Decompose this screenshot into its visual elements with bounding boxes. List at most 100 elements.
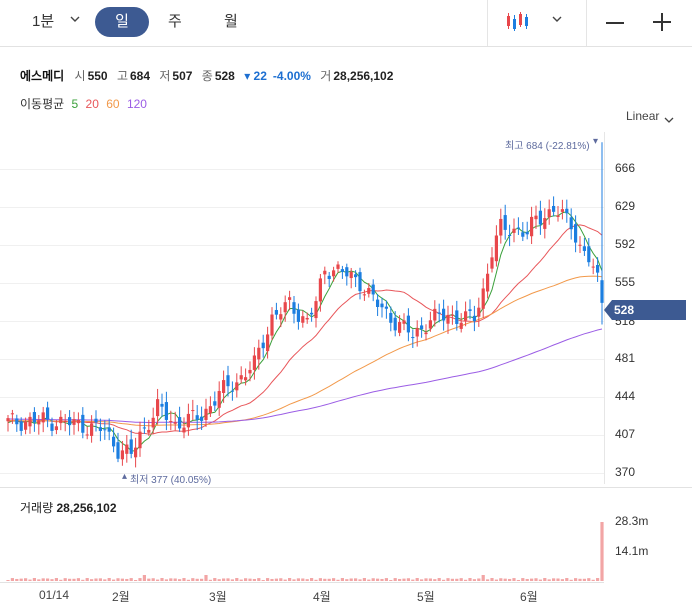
volume-bar	[354, 578, 358, 581]
volume-bar	[420, 579, 424, 581]
volume-bar	[380, 578, 384, 581]
price-tick: 370	[615, 465, 636, 479]
candle-body	[261, 342, 265, 349]
grid-line	[0, 207, 604, 208]
volume-bar	[490, 578, 494, 581]
volume-bar	[248, 578, 252, 581]
tab-week[interactable]: 주	[168, 13, 182, 30]
chevron-down-icon[interactable]	[664, 112, 674, 130]
volume-bar	[565, 578, 569, 581]
volume-bar	[538, 579, 542, 581]
candle-body	[204, 408, 208, 420]
chart-type-chevron-icon[interactable]	[552, 14, 562, 24]
candle-body	[310, 312, 314, 315]
candle-body	[239, 375, 243, 380]
candle-body	[266, 334, 270, 352]
volume-bar	[574, 578, 578, 581]
volume-bar	[138, 578, 142, 581]
candle-body	[459, 322, 463, 329]
x-tick: 4월	[313, 590, 331, 604]
volume-bar	[41, 578, 45, 581]
candle-body	[503, 215, 507, 230]
candle-body	[305, 317, 309, 320]
candle-body	[37, 420, 41, 425]
candle-body	[90, 423, 94, 436]
candle-body	[411, 337, 415, 339]
volume-bar	[314, 579, 318, 581]
x-tick: 01/14	[39, 588, 70, 602]
candle-body	[521, 232, 525, 237]
change-percent: -4.00%	[272, 69, 311, 83]
candlestick-icon[interactable]	[505, 12, 531, 32]
volume-bar	[332, 578, 336, 581]
candle-body	[389, 312, 393, 323]
candle-body	[107, 427, 111, 432]
volume-bar	[516, 579, 520, 581]
candle-body	[464, 311, 468, 321]
candle-body	[63, 420, 67, 423]
candle-body	[499, 218, 503, 236]
candle-body	[252, 355, 256, 370]
volume-bar	[266, 578, 270, 581]
volume-bar	[230, 579, 234, 581]
candle-body	[81, 414, 85, 433]
candle-body	[129, 439, 133, 454]
volume-bar	[19, 578, 23, 581]
candle-body	[569, 217, 573, 230]
x-tick: 5월	[417, 590, 435, 604]
low-value: 507	[172, 69, 193, 83]
candle-body	[19, 421, 23, 431]
candle-body	[490, 257, 494, 269]
volume-bar	[323, 578, 327, 581]
volume-bar	[270, 578, 274, 581]
candle-body	[552, 205, 556, 212]
volume-bar	[301, 578, 305, 581]
candle-body	[323, 270, 327, 275]
volume-title: 거래량	[20, 501, 54, 515]
candle-body	[76, 419, 80, 424]
plus-icon[interactable]	[653, 13, 671, 31]
volume-bar	[525, 578, 529, 581]
volume-bar	[85, 578, 89, 581]
chevron-down-icon[interactable]	[70, 14, 80, 24]
high-label: 고	[116, 69, 128, 83]
volume-total: 28,256,102	[56, 501, 117, 515]
tab-month[interactable]: 월	[224, 13, 238, 30]
volume-bar	[587, 578, 591, 581]
candle-body	[24, 421, 28, 430]
moving-average-legend[interactable]: 이동평균 5 20 60 120	[20, 95, 151, 112]
volume-bar	[415, 578, 419, 581]
toolbar: 1분 일 주 월	[0, 0, 692, 47]
volume-bar	[151, 578, 155, 581]
candle-body	[345, 267, 349, 277]
candle-body	[120, 450, 124, 460]
volume-bar	[512, 578, 516, 581]
volume-bar	[499, 578, 503, 581]
candle-body	[125, 444, 129, 454]
candle-body	[530, 216, 534, 237]
period-selector[interactable]: 1분	[32, 13, 55, 30]
candle-body	[94, 418, 98, 423]
candle-body	[512, 228, 516, 233]
open-value: 550	[87, 69, 108, 83]
volume-bar	[464, 579, 468, 581]
candle-body	[340, 269, 344, 272]
volume-bar	[173, 578, 177, 581]
scale-mode-selector[interactable]: Linear	[626, 109, 660, 123]
volume-bar	[362, 578, 366, 581]
candle-body	[288, 297, 292, 300]
candle-body	[406, 315, 410, 333]
volume-bar	[508, 578, 512, 581]
minus-icon[interactable]	[606, 22, 624, 24]
candle-body	[195, 415, 199, 420]
candle-body	[336, 264, 340, 269]
grid-line	[0, 169, 604, 170]
candle-body	[376, 299, 380, 307]
tab-day[interactable]: 일	[95, 7, 149, 37]
volume-bar	[147, 578, 151, 581]
volume-bar	[178, 579, 182, 581]
volume-bar	[596, 578, 600, 581]
volume-value: 28,256,102	[333, 69, 394, 83]
candle-body	[10, 413, 14, 415]
